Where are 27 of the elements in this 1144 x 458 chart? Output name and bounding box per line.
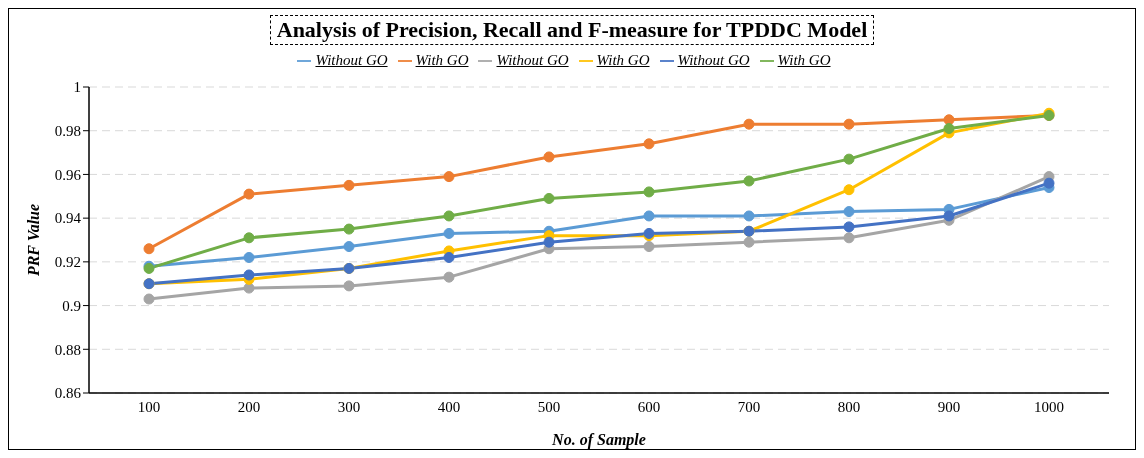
y-tick-label: 0.88	[54, 341, 81, 358]
y-tick-label: 1	[73, 79, 81, 96]
y-axis-title: PRF Value	[24, 203, 42, 278]
legend-label: With GO	[596, 52, 650, 68]
x-tick-label: 100	[137, 398, 161, 415]
y-tick-label: 0.94	[54, 210, 82, 227]
x-axis-title: No. of Sample	[551, 431, 646, 449]
x-tick-label: 300	[337, 398, 361, 415]
x-tick-label: 500	[537, 398, 561, 415]
legend-label: Without GO	[315, 52, 388, 68]
chart-title: Analysis of Precision, Recall and F-measure for TPDDC Model	[269, 15, 875, 45]
y-tick-label: 0.92	[54, 254, 81, 271]
x-tick-label: 700	[737, 398, 761, 415]
legend-label: Without GO	[677, 52, 750, 68]
legend-label: With GO	[777, 52, 831, 68]
y-tick-label: 0.86	[54, 385, 82, 402]
x-tick-label: 200	[237, 398, 261, 415]
y-tick-label: 0.96	[54, 166, 82, 183]
x-tick-label: 400	[437, 398, 461, 415]
legend-label: Without GO	[496, 52, 569, 68]
x-tick-label: 900	[937, 398, 961, 415]
legend-label: With GO	[415, 52, 469, 68]
y-tick-label: 0.98	[54, 123, 81, 140]
y-tick-label: 0.9	[62, 297, 81, 314]
x-tick-label: 800	[837, 398, 861, 415]
x-tick-label: 600	[637, 398, 661, 415]
x-tick-label: 1000	[1034, 398, 1064, 415]
